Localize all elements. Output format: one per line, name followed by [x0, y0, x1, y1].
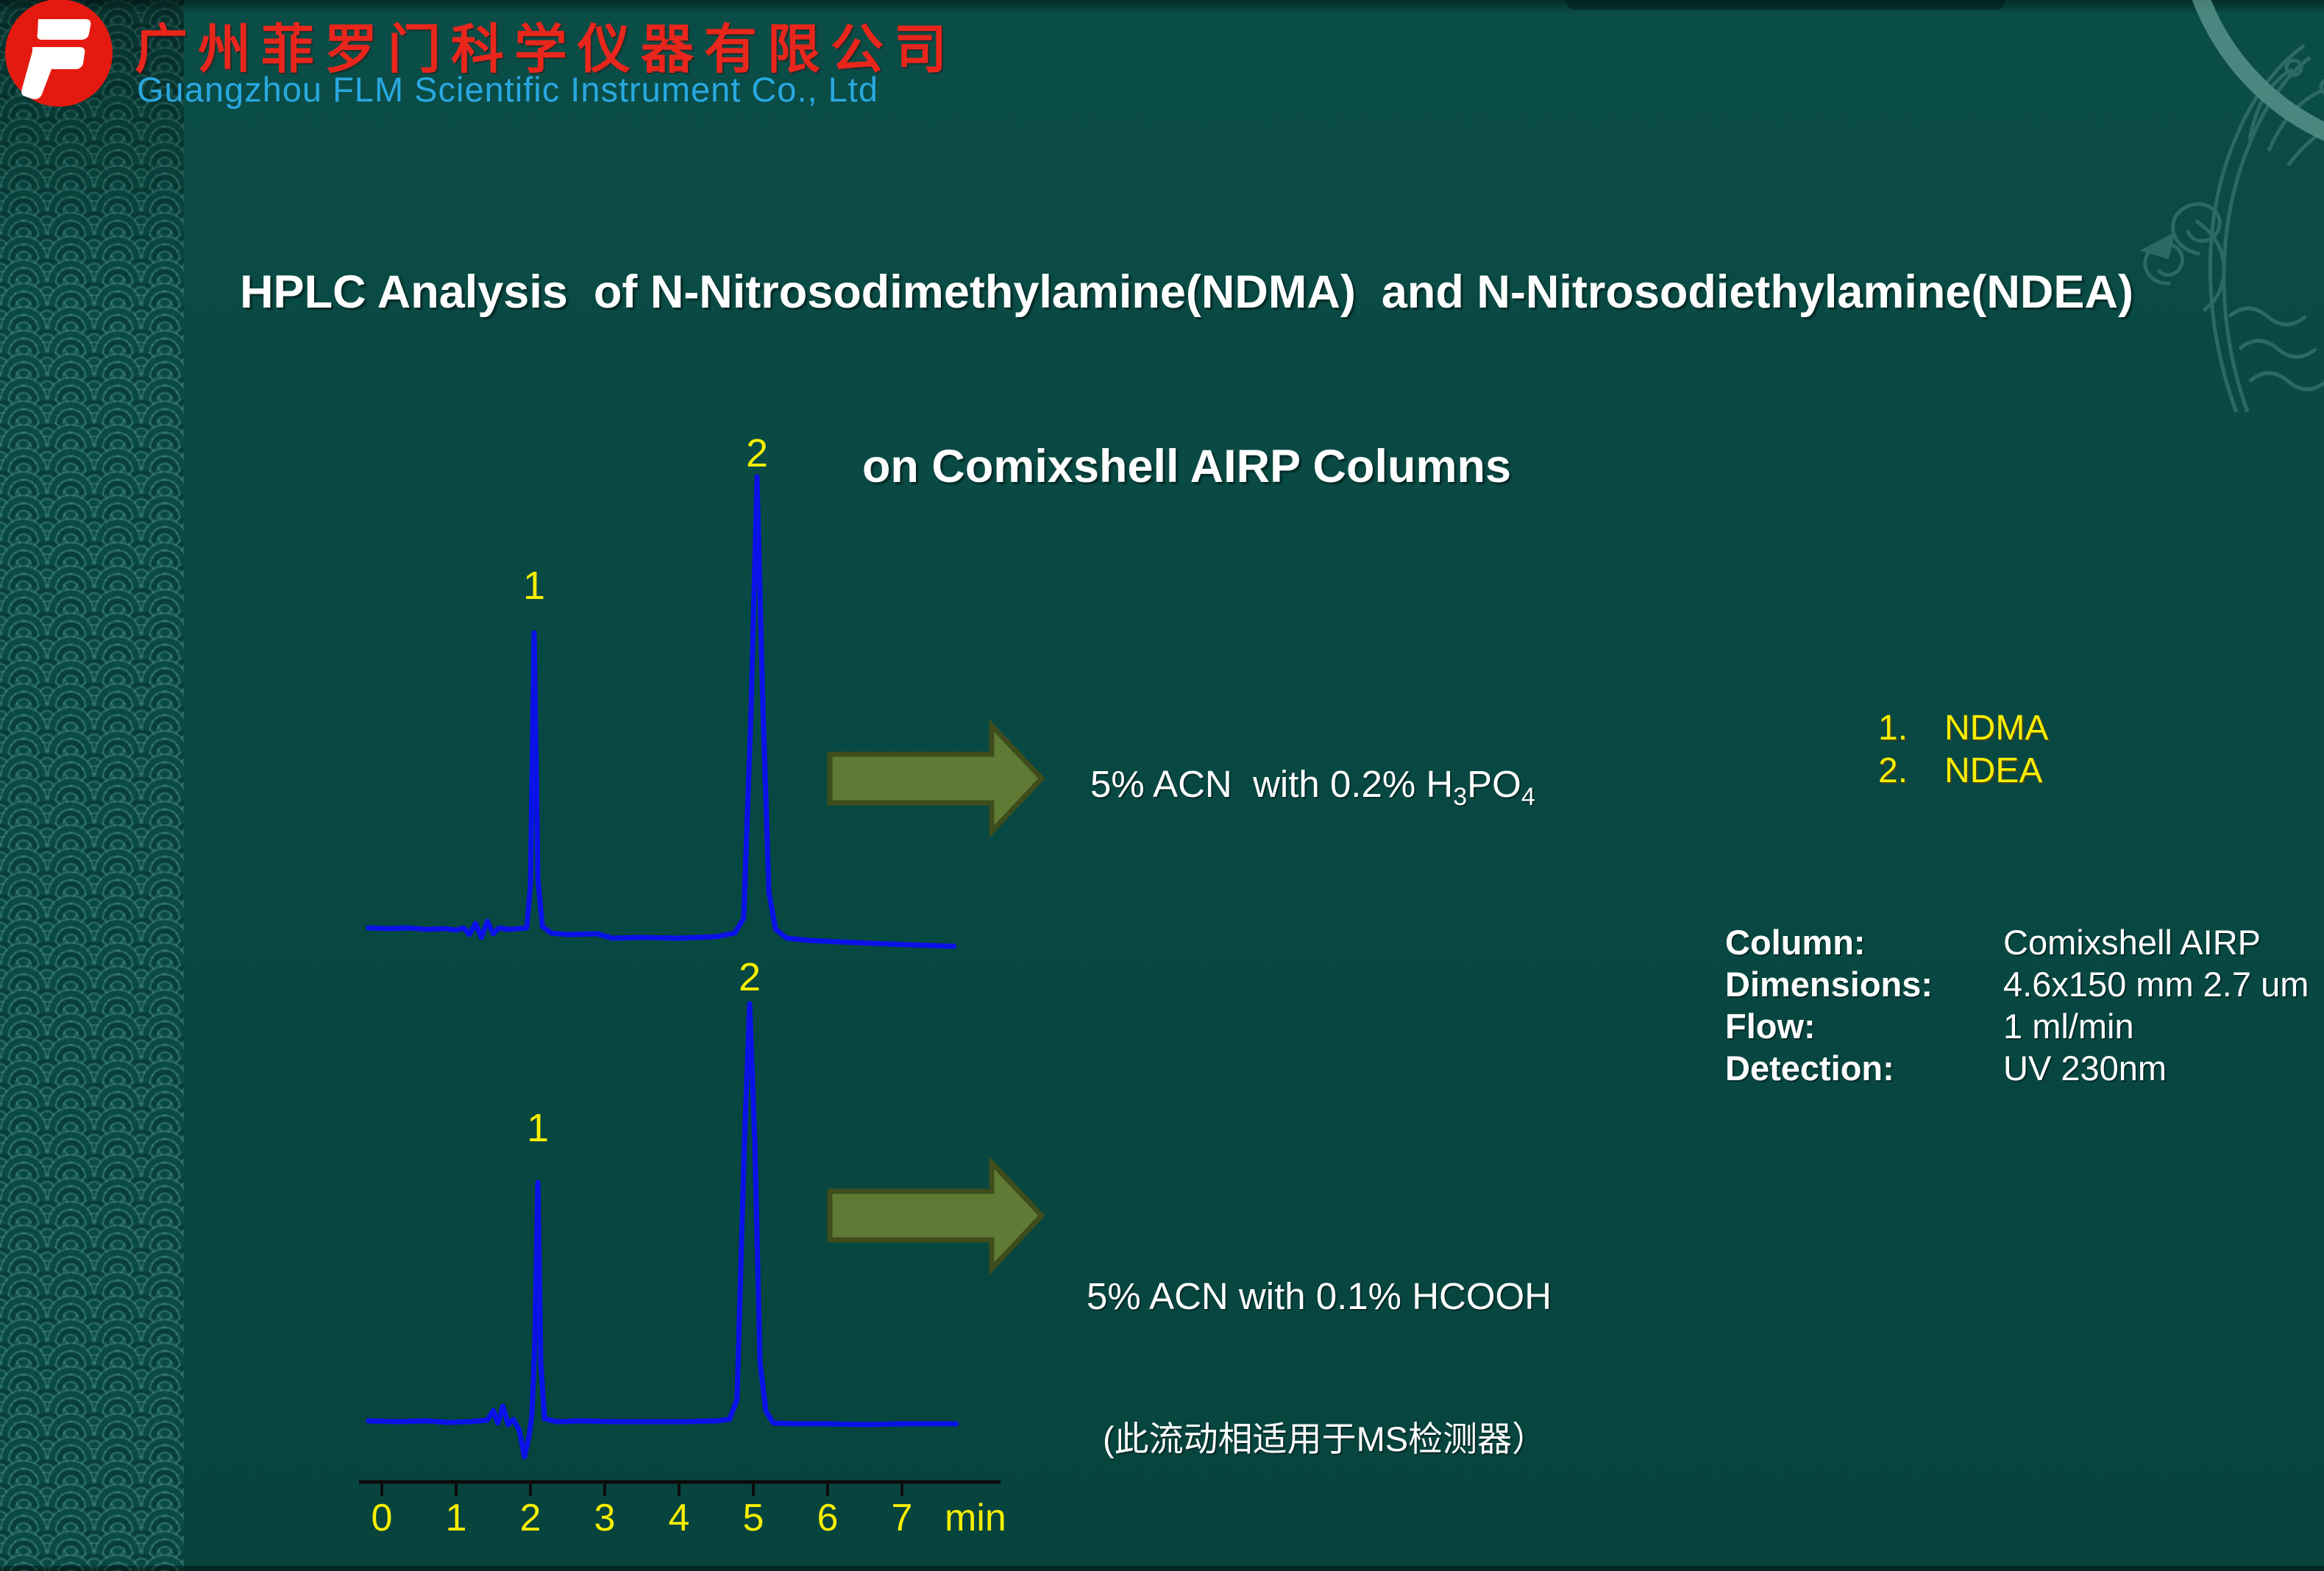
x-axis-tick-label: 1	[446, 1497, 467, 1539]
x-axis-tick-label: 6	[817, 1497, 839, 1539]
mobile-phase-2-line2: (此流动相适用于MS检测器）	[1103, 1419, 1547, 1458]
x-axis-tick-label: 4	[669, 1497, 690, 1539]
phoenix-ornament	[2139, 43, 2324, 413]
condition-value: Comixshell AIRP	[2003, 923, 2261, 962]
x-axis-tick-label: 3	[594, 1497, 616, 1539]
mobile-phase-1-label: 5% ACN with 0.2% H3PO4	[1090, 762, 1535, 812]
condition-value: 4.6x150 mm 2.7 um	[2003, 965, 2309, 1004]
x-axis-tick-label: 7	[892, 1497, 913, 1539]
legend-item-ndma: 1. NDMA	[1878, 706, 2048, 749]
mobile-phase-2-line1: 5% ACN with 0.1% HCOOH	[1087, 1275, 1552, 1317]
legend-num-1: 1.	[1878, 708, 1908, 748]
peak-legend: 1. NDMA 2. NDEA	[1878, 706, 2048, 792]
condition-label: Column:	[1725, 923, 1866, 962]
peak-label-lower-2: 2	[739, 955, 761, 999]
legend-item-ndea: 2. NDEA	[1878, 749, 2048, 792]
peak-label-lower-1: 1	[527, 1106, 549, 1150]
arrow-right-lower	[827, 1156, 1045, 1275]
logo-f-body	[21, 47, 85, 99]
peak-label-upper-2: 2	[746, 431, 768, 475]
slide-title-line1: HPLC Analysis of N-Nitrosodimethylamine(…	[240, 266, 2133, 318]
logo-f-top-bar	[37, 19, 91, 40]
x-axis-tick-label: 0	[372, 1497, 393, 1539]
condition-label: Detection:	[1725, 1049, 1894, 1088]
x-axis-tick-label: 5	[743, 1497, 764, 1539]
flm-logo	[5, 0, 113, 107]
mobile-phase-1-text2: PO	[1467, 763, 1521, 805]
condition-value: 1 ml/min	[2003, 1007, 2134, 1046]
company-name-en: Guangzhou FLM Scientific Instrument Co.,…	[137, 70, 878, 109]
condition-label: Flow:	[1725, 1007, 1816, 1046]
company-name-cn: 广州菲罗门科学仪器有限公司	[135, 21, 958, 79]
legend-name-ndea: NDEA	[1944, 751, 2043, 790]
legend-name-ndma: NDMA	[1944, 708, 2049, 748]
left-pattern-strip	[0, 0, 184, 1571]
x-axis-tick-label: 2	[520, 1497, 541, 1539]
conditions-table: Column: Comixshell AIRP Dimensions: 4.6x…	[1725, 921, 2309, 1089]
conditions-row-dimensions: Dimensions: 4.6x150 mm 2.7 um	[1725, 963, 2309, 1005]
peak-label-upper-1: 1	[523, 564, 545, 608]
chromatogram-trace-upper	[366, 474, 957, 949]
bottom-edge-bar	[0, 1566, 2324, 1571]
arrow-right-upper	[827, 719, 1045, 838]
slide-title-line2: on Comixshell AIRP Columns	[861, 441, 1512, 492]
conditions-row-detection: Detection: UV 230nm	[1725, 1047, 2309, 1089]
chromatogram-trace-lower	[366, 1001, 959, 1460]
mobile-phase-1-text: 5% ACN with 0.2% H	[1090, 763, 1454, 805]
legend-num-2: 2.	[1878, 751, 1908, 790]
mobile-phase-2-label: 5% ACN with 0.1% HCOOH (此流动相适用于MS检测器）	[1087, 1188, 1552, 1548]
x-axis-unit-label: min	[945, 1497, 1006, 1539]
slide-title: HPLC Analysis of N-Nitrosodimethylamine(…	[180, 147, 2193, 612]
top-edge-bar	[1566, 0, 2005, 10]
subscript-3: 3	[1453, 783, 1468, 812]
condition-label: Dimensions:	[1725, 965, 1933, 1004]
condition-value: UV 230nm	[2003, 1049, 2167, 1088]
conditions-row-column: Column: Comixshell AIRP	[1725, 921, 2309, 963]
subscript-4: 4	[1521, 783, 1535, 812]
conditions-row-flow: Flow: 1 ml/min	[1725, 1005, 2309, 1047]
